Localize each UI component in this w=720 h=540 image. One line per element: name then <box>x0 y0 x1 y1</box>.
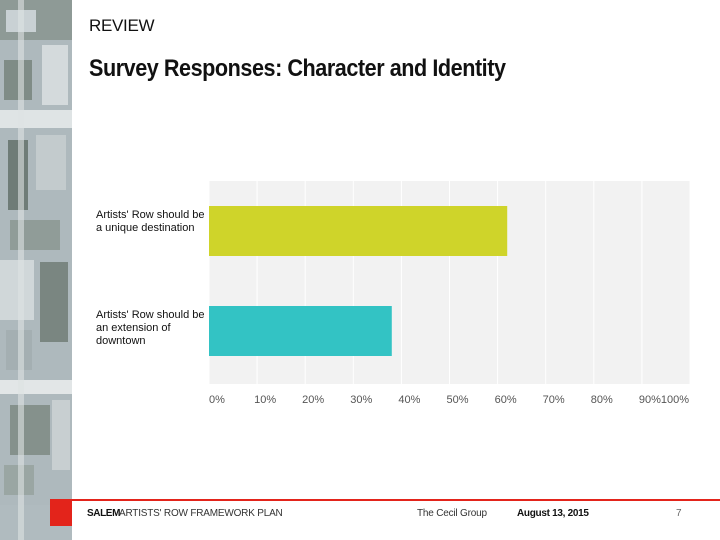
slide-title: Survey Responses: Character and Identity <box>89 55 506 82</box>
x-tick-label: 60% <box>495 394 517 406</box>
aerial-photo-strip <box>0 0 72 540</box>
x-tick-label: 0% <box>209 394 225 406</box>
bars <box>209 206 508 356</box>
category-label-extension-of-downtown: Artists' Row should be an extension of d… <box>96 309 205 347</box>
x-axis-ticks: 0% 10% 20% 30% 40% 50% 60% 70% 80% 90% 100% <box>209 394 689 406</box>
category-label-unique-destination: Artists' Row should be a unique destinat… <box>96 209 205 234</box>
footer-city: SALEM <box>87 508 121 519</box>
x-tick-label: 20% <box>302 394 324 406</box>
footer-firm: The Cecil Group <box>417 508 487 519</box>
x-tick-label: 90% <box>639 394 661 406</box>
page-number: 7 <box>676 508 682 519</box>
x-tick-label: 100% <box>661 394 689 406</box>
x-tick-label: 80% <box>591 394 613 406</box>
footer-rule <box>50 499 720 501</box>
footer-date: August 13, 2015 <box>517 508 589 519</box>
x-tick-label: 40% <box>398 394 420 406</box>
bar-0 <box>209 206 508 256</box>
x-tick-label: 30% <box>350 394 372 406</box>
footer-accent-block <box>50 501 72 526</box>
footer-plan-name: ARTISTS' ROW FRAMEWORK PLAN <box>119 508 283 519</box>
bar-1 <box>209 306 392 356</box>
x-tick-label: 50% <box>446 394 468 406</box>
x-tick-label: 70% <box>543 394 565 406</box>
section-label: REVIEW <box>89 16 155 35</box>
x-tick-label: 10% <box>254 394 276 406</box>
